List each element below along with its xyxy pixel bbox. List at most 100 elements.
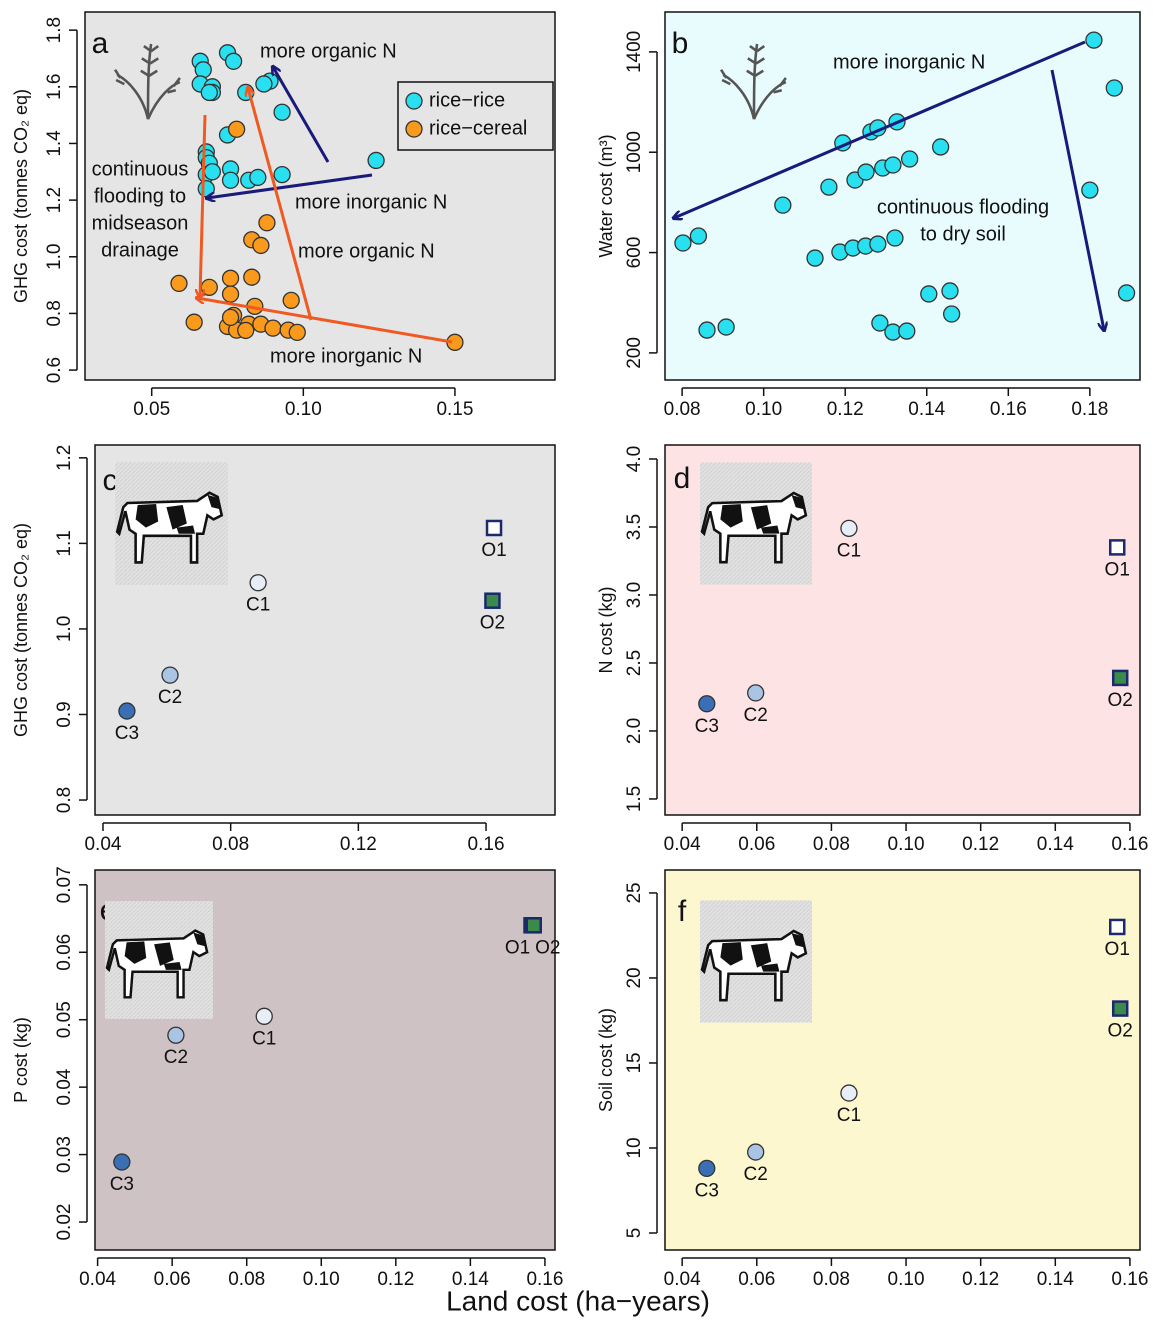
point: [223, 309, 239, 325]
panel-label: f: [678, 895, 687, 928]
point: [942, 283, 958, 299]
point: [238, 322, 254, 338]
point: [841, 1085, 857, 1101]
point: [250, 575, 266, 591]
y-tick-label: 2.5: [624, 650, 645, 676]
point: [201, 279, 217, 295]
y-axis-label: N cost (kg): [596, 586, 616, 673]
point: [748, 1144, 764, 1160]
x-tick-label: 0.18: [1071, 399, 1108, 420]
y-tick-label: 1.2: [54, 445, 75, 471]
point: [1082, 182, 1098, 198]
point: [899, 323, 915, 339]
point: [226, 53, 242, 69]
y-tick-label: 1.6: [44, 74, 65, 100]
x-tick-label: 0.08: [664, 399, 701, 420]
cow-icon: [105, 901, 213, 1019]
y-axis-label: Water cost (m³): [596, 134, 616, 257]
point: [1113, 1002, 1127, 1016]
annotation: continuous flooding: [877, 196, 1049, 218]
point: [718, 319, 734, 335]
annotation: more inorganic N: [295, 191, 447, 213]
point: [775, 197, 791, 213]
point-label: C3: [695, 716, 719, 737]
point: [256, 76, 272, 92]
x-tick-label: 0.15: [436, 399, 473, 420]
y-tick-label: 20: [624, 967, 645, 988]
annotation: drainage: [101, 239, 179, 261]
point: [162, 667, 178, 683]
point: [1110, 540, 1124, 554]
point-label: C1: [252, 1028, 276, 1049]
y-tick-label: 1000: [624, 131, 645, 173]
point: [870, 236, 886, 252]
point: [274, 104, 290, 120]
point: [256, 1008, 272, 1024]
point: [204, 164, 220, 180]
point: [198, 181, 214, 197]
point-label: O1: [481, 540, 506, 561]
point: [1110, 920, 1124, 934]
annotation: flooding to: [94, 185, 186, 207]
point-label: O2: [1108, 1021, 1133, 1042]
point: [1119, 285, 1135, 301]
point: [807, 250, 823, 266]
x-tick-label: 0.14: [908, 399, 945, 420]
annotation: to dry soil: [920, 223, 1006, 245]
point: [487, 521, 501, 535]
point: [921, 286, 937, 302]
x-tick-label: 0.16: [526, 1269, 563, 1290]
cow-icon: [115, 462, 228, 585]
point-label: O1: [1105, 939, 1130, 960]
point: [265, 320, 281, 336]
point-label: C2: [744, 705, 768, 726]
point-label: C2: [744, 1164, 768, 1185]
y-tick-label: 600: [624, 237, 645, 269]
x-axis-label: Land cost (ha−years): [446, 1285, 710, 1316]
point: [1106, 80, 1122, 96]
point-label: O1: [1105, 559, 1130, 580]
annotation: more organic N: [260, 40, 397, 62]
point: [229, 121, 245, 137]
point: [250, 169, 266, 185]
annotation: midseason: [92, 212, 189, 234]
x-tick-label: 0.14: [452, 1269, 489, 1290]
point: [283, 292, 299, 308]
x-tick-label: 0.04: [79, 1269, 116, 1290]
x-tick-label: 0.16: [1111, 1269, 1148, 1290]
point: [1113, 671, 1127, 685]
point: [885, 157, 901, 173]
point: [748, 685, 764, 701]
y-tick-label: 200: [624, 337, 645, 369]
point: [244, 269, 260, 285]
y-tick-label: 1.0: [44, 244, 65, 270]
y-tick-label: 4.0: [624, 446, 645, 472]
y-tick-label: 25: [624, 882, 645, 903]
y-tick-label: 1.0: [54, 616, 75, 642]
point-label: C2: [164, 1047, 188, 1068]
x-tick-label: 0.10: [745, 399, 782, 420]
y-tick-label: 0.9: [54, 701, 75, 727]
y-tick-label: 1.2: [44, 187, 65, 213]
point-label: C2: [158, 687, 182, 708]
y-tick-label: 5: [624, 1228, 645, 1239]
x-tick-label: 0.06: [738, 1269, 775, 1290]
x-tick-label: 0.08: [228, 1269, 265, 1290]
x-tick-label: 0.10: [888, 834, 925, 855]
y-tick-label: 0.06: [54, 934, 75, 971]
x-tick-label: 0.12: [962, 1269, 999, 1290]
y-tick-label: 0.04: [54, 1068, 75, 1105]
y-tick-label: 0.8: [44, 300, 65, 326]
point: [690, 228, 706, 244]
x-tick-label: 0.04: [84, 834, 121, 855]
point: [195, 62, 211, 78]
panel-label: d: [674, 462, 691, 495]
x-tick-label: 0.05: [133, 399, 170, 420]
y-tick-label: 0.07: [54, 866, 75, 903]
point: [223, 286, 239, 302]
annotation: more inorganic N: [833, 51, 985, 73]
x-tick-label: 0.06: [154, 1269, 191, 1290]
x-tick-label: 0.12: [827, 399, 864, 420]
point: [171, 275, 187, 291]
point: [675, 235, 691, 251]
